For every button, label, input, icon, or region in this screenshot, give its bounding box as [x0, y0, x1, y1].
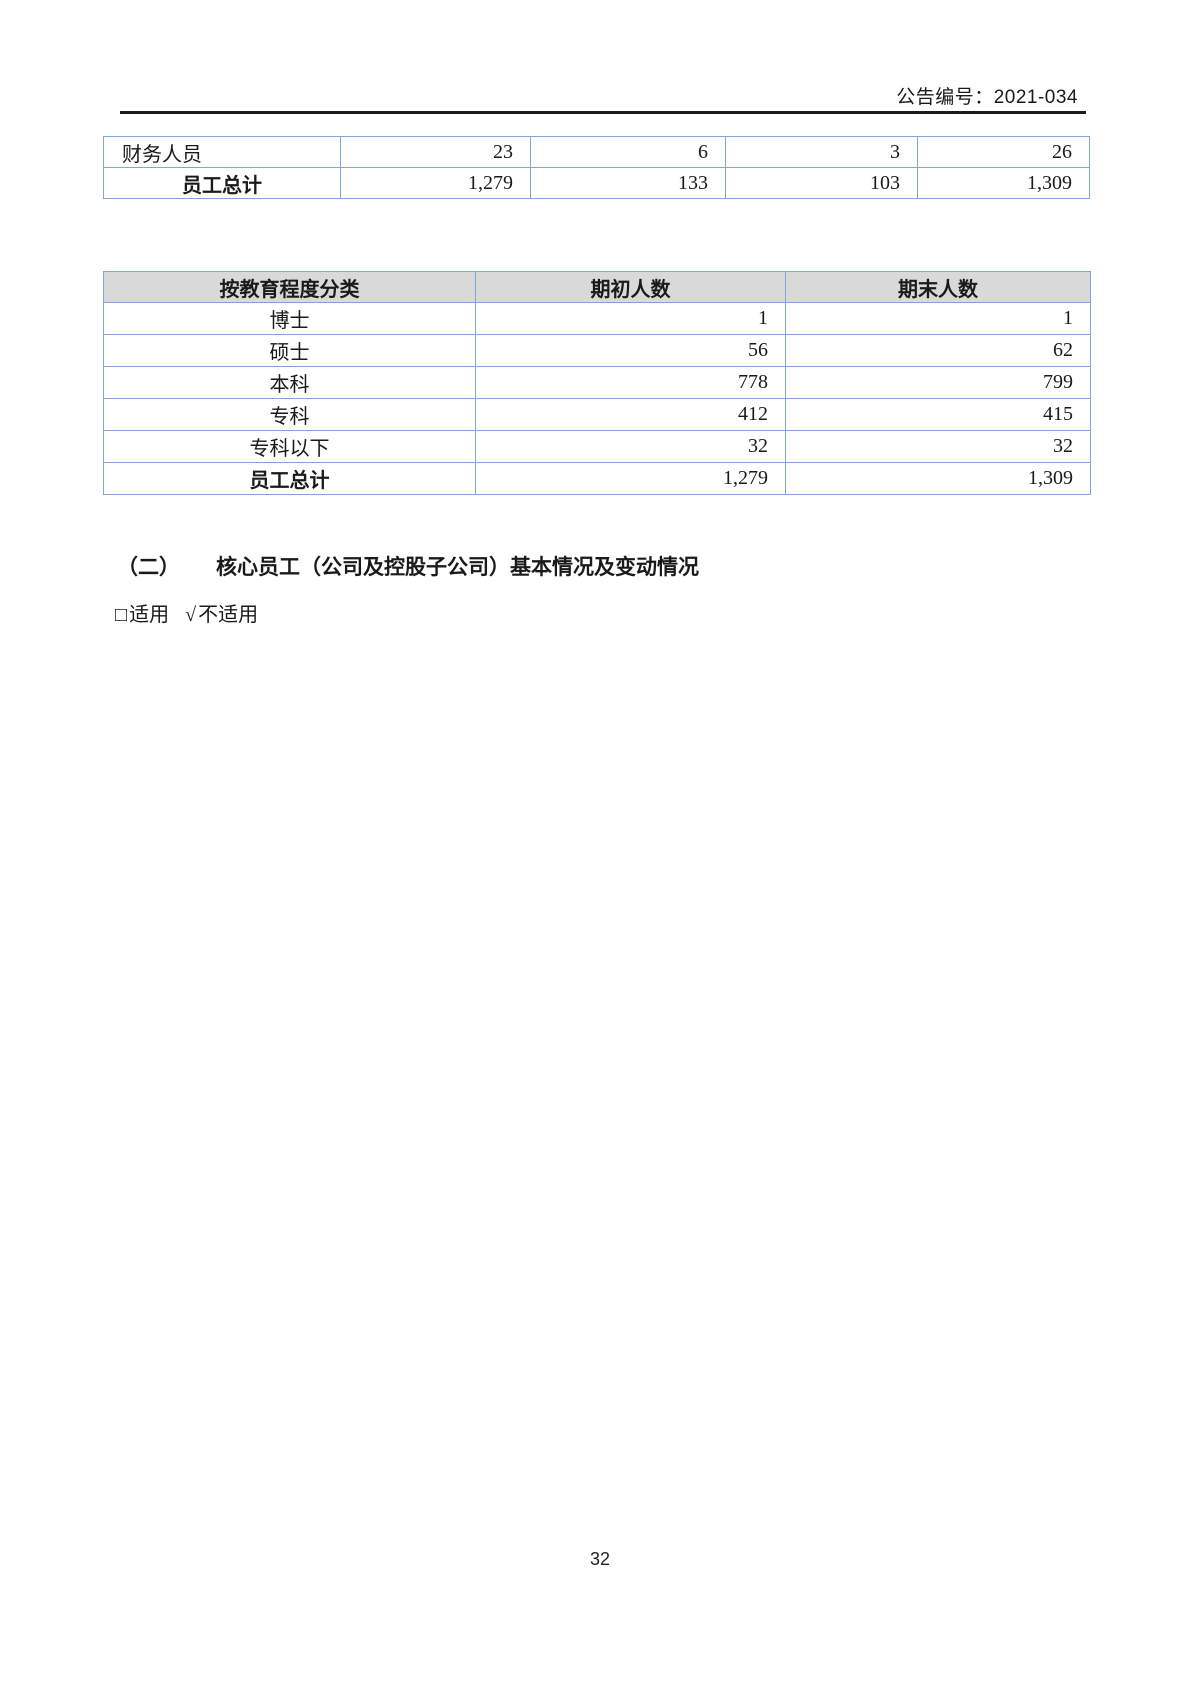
check-mark-icon: √: [185, 604, 197, 626]
cell-value: 1,309: [785, 462, 1091, 495]
row-label: 专科以下: [103, 430, 476, 463]
section-number: （二）: [117, 555, 180, 579]
column-header: 期末人数: [785, 271, 1091, 303]
applicable-option: □ 适用: [115, 604, 169, 626]
cell-value: 415: [785, 398, 1091, 431]
staff-count-table: 财务人员 23 6 3 26 员工总计 1,279 133 103 1,309: [103, 136, 1090, 199]
cell-value: 6: [530, 136, 726, 168]
cell-value: 1: [785, 302, 1091, 335]
column-header: 按教育程度分类: [103, 271, 476, 303]
cell-value: 62: [785, 334, 1091, 367]
table-row: 专科以下 32 32: [103, 430, 1091, 463]
header-divider: [120, 111, 1086, 114]
cell-value: 1,279: [475, 462, 786, 495]
table-row: 本科 778 799: [103, 366, 1091, 399]
table-row: 专科 412 415: [103, 398, 1091, 431]
checkbox-unchecked-icon: □: [115, 604, 128, 626]
column-header: 期初人数: [475, 271, 786, 303]
cell-value: 32: [475, 430, 786, 463]
row-label: 专科: [103, 398, 476, 431]
cell-value: 1: [475, 302, 786, 335]
cell-value: 412: [475, 398, 786, 431]
cell-value: 3: [725, 136, 918, 168]
row-label: 硕士: [103, 334, 476, 367]
cell-value: 103: [725, 167, 918, 199]
table-row: 博士 1 1: [103, 302, 1091, 335]
cell-value: 1,309: [917, 167, 1090, 199]
table-row-total: 员工总计 1,279 133 103 1,309: [103, 167, 1090, 199]
announcement-number: 公告编号：2021-034: [896, 87, 1078, 108]
table-row: 硕士 56 62: [103, 334, 1091, 367]
cell-value: 1,279: [340, 167, 531, 199]
cell-value: 799: [785, 366, 1091, 399]
table-header-row: 按教育程度分类 期初人数 期末人数: [103, 271, 1091, 303]
section-heading: （二） 核心员工（公司及控股子公司）基本情况及变动情况: [117, 551, 699, 581]
page-number: 32: [589, 1549, 611, 1569]
row-label: 本科: [103, 366, 476, 399]
cell-value: 26: [917, 136, 1090, 168]
row-label: 员工总计: [103, 167, 341, 199]
cell-value: 56: [475, 334, 786, 367]
table-row-total: 员工总计 1,279 1,309: [103, 462, 1091, 495]
row-label: 员工总计: [103, 462, 476, 495]
section-title: 核心员工（公司及控股子公司）基本情况及变动情况: [216, 555, 699, 579]
education-table: 按教育程度分类 期初人数 期末人数 博士 1 1 硕士 56 62 本科 778…: [103, 271, 1091, 495]
cell-value: 32: [785, 430, 1091, 463]
not-applicable-option: √ 不适用: [185, 604, 258, 626]
not-applicable-label: 不适用: [198, 604, 259, 626]
row-label: 博士: [103, 302, 476, 335]
cell-value: 133: [530, 167, 726, 199]
table-row: 财务人员 23 6 3 26: [103, 136, 1090, 168]
cell-value: 23: [340, 136, 531, 168]
applicability-line: □ 适用 √ 不适用: [115, 598, 258, 627]
applicable-label: 适用: [129, 604, 170, 626]
cell-value: 778: [475, 366, 786, 399]
row-label: 财务人员: [103, 136, 341, 168]
